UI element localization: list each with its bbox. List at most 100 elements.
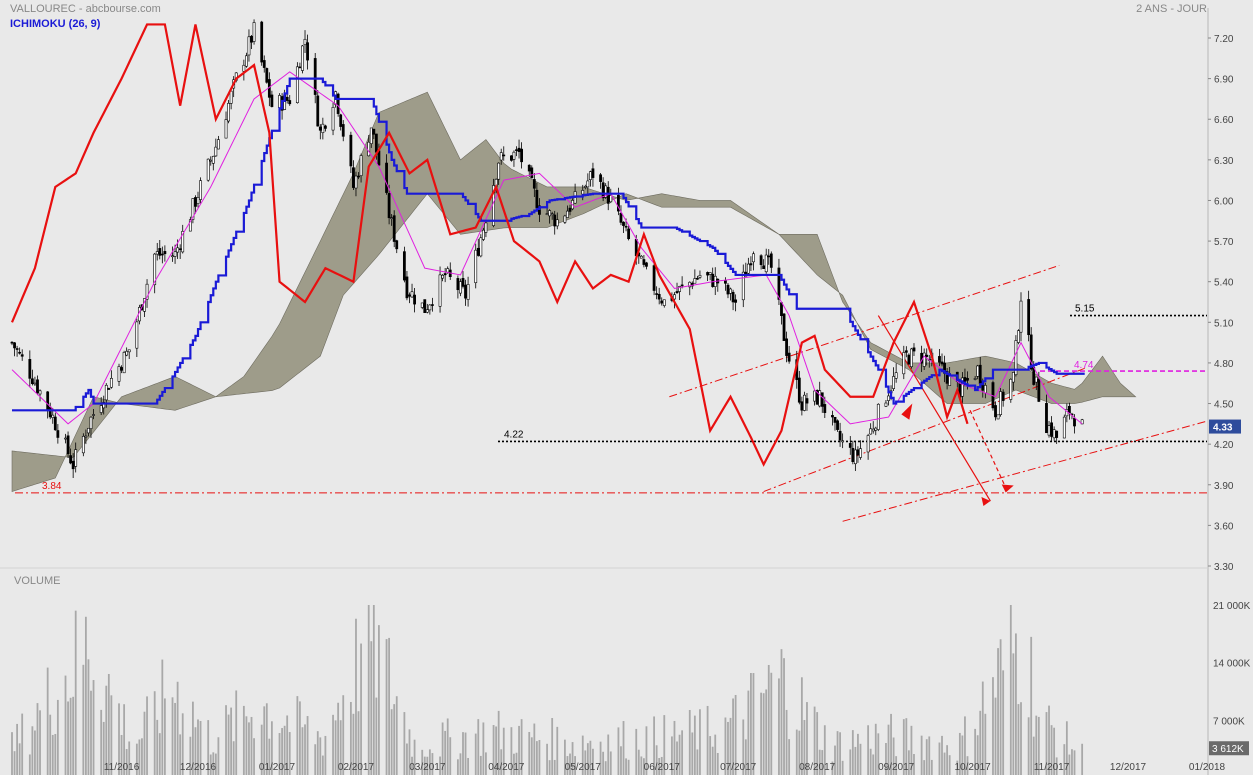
candle-body — [341, 124, 345, 137]
candle-body — [764, 254, 768, 273]
candle-body — [316, 95, 320, 127]
volume-bar — [806, 702, 808, 775]
volume-bar — [913, 754, 915, 775]
volume-bar — [660, 756, 663, 775]
volume-bar — [34, 730, 36, 775]
candle-body — [318, 126, 322, 131]
volume-bar — [974, 728, 977, 775]
volume-bar — [31, 726, 34, 775]
volume-bar — [938, 742, 941, 775]
volume-bar — [729, 717, 732, 775]
candle-body — [339, 114, 343, 127]
volume-bar — [446, 718, 449, 775]
candle-body — [1001, 391, 1005, 401]
candle-body — [708, 272, 712, 275]
volume-bar — [691, 732, 694, 775]
candle-body — [331, 107, 335, 131]
x-tick-label: 06/2017 — [644, 762, 681, 773]
candle-body — [466, 284, 470, 300]
candle-body — [456, 278, 460, 291]
candle-body — [173, 251, 177, 257]
candle-body — [517, 147, 521, 152]
candle-body — [53, 416, 57, 431]
candle-body — [479, 237, 483, 257]
volume-bar — [966, 756, 969, 775]
candle-body — [836, 420, 839, 430]
candle-body — [127, 349, 131, 353]
volume-bar — [176, 681, 179, 775]
volume-bar — [732, 698, 734, 775]
candle-body — [1014, 340, 1018, 376]
volume-bar — [920, 735, 923, 775]
volume-bar — [548, 760, 551, 775]
volume-bar — [711, 746, 714, 775]
candle-body — [28, 359, 32, 379]
candle-body — [224, 119, 228, 139]
candle-body — [734, 299, 738, 303]
volume-bar — [992, 677, 994, 775]
candle-body — [994, 405, 997, 418]
candle-body — [599, 174, 602, 182]
volume-bar — [569, 753, 571, 775]
volume-bar — [586, 743, 589, 775]
volume-bar — [227, 714, 230, 775]
volume-bar — [90, 690, 92, 775]
candle-body — [1045, 403, 1048, 434]
horizontal-levels — [15, 314, 1207, 494]
volume-bar — [941, 735, 943, 775]
candle-body — [120, 367, 123, 371]
candle-body — [922, 352, 926, 367]
candle-body — [548, 210, 552, 217]
candle-body — [1009, 378, 1013, 400]
candle-body — [109, 377, 113, 388]
volume-bar — [174, 702, 176, 775]
volume-bar — [118, 703, 120, 775]
volume-bar — [1020, 702, 1022, 775]
volume-bar — [278, 733, 281, 775]
volume-bars — [11, 605, 1084, 775]
volume-bar — [724, 717, 727, 775]
volume-bar — [194, 727, 197, 775]
volume-bar — [964, 716, 966, 775]
volume-bar — [892, 737, 895, 775]
volume-bar — [930, 759, 933, 775]
candle-body — [408, 294, 411, 297]
volume-bar — [299, 701, 301, 775]
candle-body — [51, 414, 55, 418]
ichimoku-lines — [10, 23, 1085, 467]
volume-bar — [286, 715, 289, 775]
y-tick-label: 4.20 — [1214, 440, 1234, 451]
volume-bar — [574, 756, 577, 775]
candle-body — [657, 293, 661, 300]
candle-body — [306, 42, 309, 61]
candle-body — [188, 219, 192, 232]
candle-body — [56, 430, 60, 438]
volume-bar — [319, 737, 322, 775]
volume-bar — [301, 727, 304, 775]
volume-bar — [158, 733, 161, 775]
candle-body — [1011, 372, 1015, 383]
candle-body — [912, 347, 916, 352]
candle-body — [940, 361, 944, 365]
volume-bar — [393, 704, 396, 775]
candle-body — [866, 435, 870, 453]
candle-body — [652, 265, 656, 291]
volume-bar — [1065, 721, 1068, 775]
volume-bar — [67, 701, 69, 775]
volume-bar — [192, 701, 194, 775]
x-tick-label: 02/2017 — [338, 762, 375, 773]
volume-bar — [706, 705, 709, 775]
volume-bar — [1048, 705, 1050, 775]
candle-body — [1055, 430, 1059, 438]
volume-bar — [485, 752, 487, 775]
volume-bar — [999, 639, 1002, 775]
volume-bar — [11, 732, 13, 775]
volume-bar — [138, 739, 141, 775]
candle-body — [352, 167, 355, 188]
candle-body — [196, 197, 200, 204]
candle-body — [359, 155, 363, 176]
volume-bar — [622, 721, 625, 775]
volume-bar — [474, 733, 477, 775]
volume-bar — [742, 719, 745, 775]
